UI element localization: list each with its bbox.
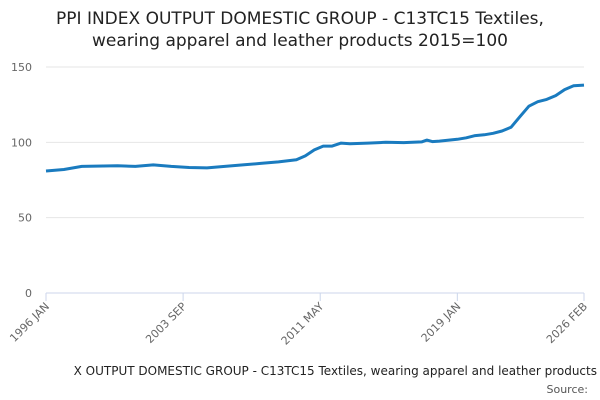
y-tick-label: 0	[25, 287, 32, 300]
y-tick-label: 50	[18, 212, 32, 225]
x-tick-label: 1996 JAN	[7, 300, 52, 345]
x-tick-label: 2003 SEP	[143, 300, 189, 346]
x-tick-label: 2026 FEB	[544, 300, 590, 346]
chart-title: PPI INDEX OUTPUT DOMESTIC GROUP - C13TC1…	[56, 9, 544, 29]
x-tick-label: 2011 MAY	[279, 300, 327, 348]
source: Source:	[547, 383, 589, 396]
y-tick-label: 150	[11, 61, 32, 74]
y-tick-label: 100	[11, 136, 32, 149]
x-tick-label: 2019 JAN	[419, 300, 464, 345]
caption: X OUTPUT DOMESTIC GROUP - C13TC15 Textil…	[74, 364, 597, 378]
data-line	[45, 83, 585, 173]
chart-title: wearing apparel and leather products 201…	[92, 31, 508, 51]
